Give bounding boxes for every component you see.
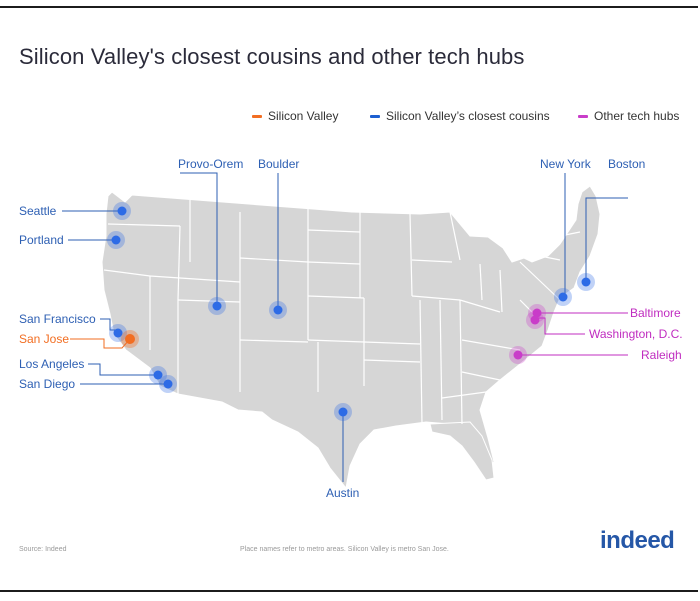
- legend-swatch-blue: [370, 114, 380, 118]
- florida-shape: [429, 421, 495, 481]
- city-markers: [107, 202, 595, 421]
- legend-item-other: Other tech hubs: [578, 109, 679, 123]
- city-label-san-diego: San Diego: [19, 377, 76, 391]
- city-label-los-angeles: Los Angeles: [19, 357, 85, 371]
- leader-lines: [62, 172, 628, 482]
- city-label-washington-dc: Washington, D.C.: [589, 327, 683, 341]
- indeed-logo-text: indeed: [600, 527, 675, 554]
- indeed-logo: indeed: [600, 527, 675, 555]
- legend-swatch-magenta: [578, 114, 588, 118]
- source-note: Source: Indeed: [19, 546, 67, 553]
- city-label-seattle: Seattle: [19, 204, 57, 218]
- legend-label: Other tech hubs: [594, 109, 680, 123]
- city-label-san-francisco: San Francisco: [19, 312, 96, 326]
- boston-marker[interactable]: [577, 273, 595, 291]
- boulder-marker[interactable]: [269, 301, 287, 319]
- legend-item-silicon-valley: Silicon Valley: [252, 109, 338, 123]
- city-label-baltimore: Baltimore: [630, 306, 681, 320]
- provo-orem-marker[interactable]: [208, 297, 226, 315]
- washington-marker[interactable]: [526, 311, 544, 329]
- state-borders: [103, 200, 581, 425]
- city-label-provo-orem: Provo-Orem: [178, 157, 244, 171]
- los-angeles-leader: [88, 363, 158, 376]
- legend-label: Silicon Valley: [268, 109, 339, 123]
- legend-label: Silicon Valley’s closest cousins: [386, 109, 550, 123]
- san-francisco-marker[interactable]: [109, 324, 127, 342]
- los-angeles-marker[interactable]: [149, 366, 167, 384]
- city-label-san-jose: San Jose: [19, 332, 70, 346]
- provo-orem-leader: [180, 172, 218, 306]
- city-label-boulder: Boulder: [258, 157, 300, 171]
- new-york-marker[interactable]: [554, 288, 572, 306]
- footnote: Place names refer to metro areas. Silico…: [240, 546, 449, 553]
- washington-leader: [535, 317, 585, 335]
- raleigh-marker[interactable]: [509, 346, 527, 364]
- legend-swatch-orange: [252, 114, 262, 118]
- city-label-portland: Portland: [19, 233, 64, 247]
- seattle-marker[interactable]: [113, 202, 131, 220]
- san-jose-marker[interactable]: [121, 330, 139, 348]
- austin-marker[interactable]: [334, 403, 352, 421]
- portland-marker[interactable]: [107, 231, 125, 249]
- san-diego-marker[interactable]: [159, 375, 177, 393]
- page-title: Silicon Valley's closest cousins and oth…: [19, 44, 525, 69]
- city-label-boston: Boston: [608, 157, 646, 171]
- san-jose-leader: [70, 338, 131, 349]
- san-francisco-leader: [100, 318, 118, 331]
- boston-leader: [585, 197, 628, 282]
- city-label-raleigh: Raleigh: [641, 348, 682, 362]
- legend-item-cousins: Silicon Valley’s closest cousins: [370, 109, 550, 123]
- city-label-new-york: New York: [540, 157, 591, 171]
- city-label-austin: Austin: [326, 486, 360, 500]
